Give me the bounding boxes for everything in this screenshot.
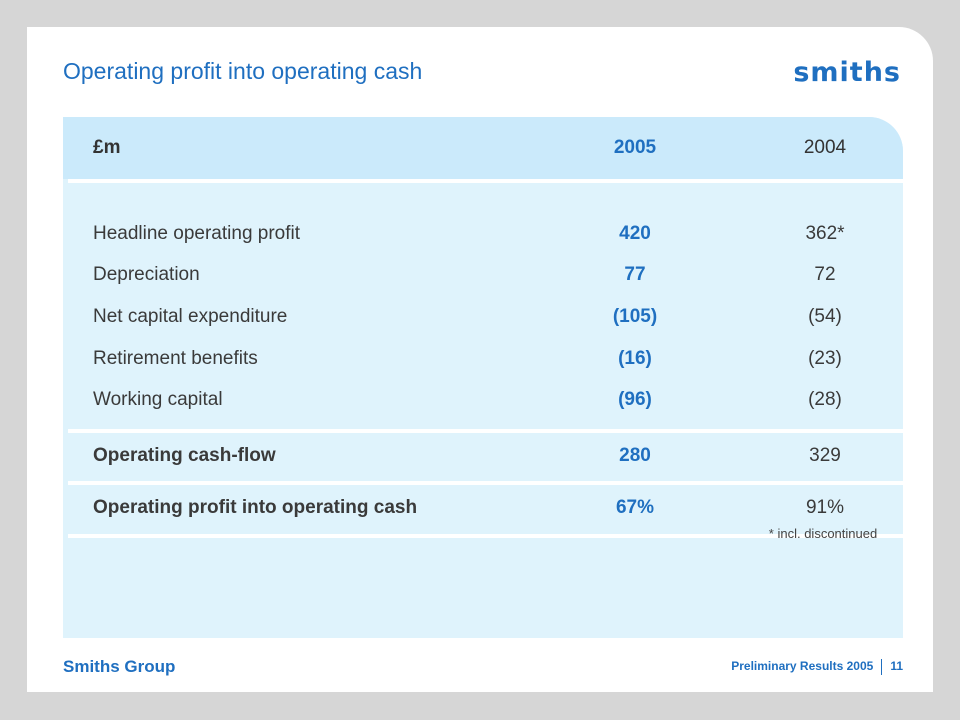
row-label: Working capital: [93, 389, 223, 410]
slide-title: Operating profit into operating cash: [63, 58, 423, 84]
table-header-row: £m 2005 2004: [63, 134, 903, 162]
value-2005: 280: [619, 445, 651, 466]
table-panel: £m 2005 2004 Headline operating profit 4…: [63, 117, 903, 638]
row-label: Retirement benefits: [93, 348, 258, 369]
table-row: Net capital expenditure (105) (54): [63, 303, 903, 331]
row-divider: [68, 481, 903, 485]
row-label: Headline operating profit: [93, 223, 301, 244]
footer-divider: [881, 659, 883, 675]
footer-meta: Preliminary Results 2005 11: [731, 659, 903, 675]
page-number: 11: [890, 659, 903, 674]
value-2004: 72: [814, 264, 836, 285]
value-2005: (96): [618, 389, 652, 410]
table-row-total: Operating cash-flow 280 329: [63, 442, 903, 470]
table-row-conversion: Operating profit into operating cash 67%…: [63, 494, 903, 522]
value-2004: (23): [808, 348, 842, 369]
presentation-title: Preliminary Results 2005: [731, 659, 874, 674]
row-label: Depreciation: [93, 264, 200, 285]
column-header-units: £m: [93, 137, 121, 158]
smiths-logo: smiths: [793, 57, 901, 88]
footnote: * incl. discontinued: [768, 526, 878, 541]
value-2005: 67%: [615, 497, 655, 518]
value-2005: (16): [618, 348, 652, 369]
value-2004: 362*: [805, 223, 845, 244]
header-divider: [68, 179, 903, 183]
value-2004: (28): [808, 389, 842, 410]
table-row: Working capital (96) (28): [63, 386, 903, 414]
table-header-band: [63, 117, 903, 179]
value-2005: (105): [612, 306, 658, 327]
company-name: Smiths Group: [63, 657, 176, 676]
value-2004: (54): [808, 306, 842, 327]
column-header-2004: 2004: [803, 137, 847, 158]
table-row: Depreciation 77 72: [63, 261, 903, 289]
value-2004: 329: [809, 445, 841, 466]
slide: Operating profit into operating cash smi…: [27, 27, 933, 692]
row-divider: [68, 429, 903, 433]
row-label: Operating cash-flow: [93, 445, 276, 466]
table-row: Headline operating profit 420 362*: [63, 220, 903, 248]
value-2005: 420: [619, 223, 651, 244]
row-label: Net capital expenditure: [93, 306, 288, 327]
value-2004: 91%: [805, 497, 845, 518]
table-row: Retirement benefits (16) (23): [63, 345, 903, 373]
value-2005: 77: [624, 264, 646, 285]
row-divider: [68, 534, 903, 538]
row-label: Operating profit into operating cash: [93, 497, 418, 518]
column-header-2005: 2005: [613, 137, 657, 158]
